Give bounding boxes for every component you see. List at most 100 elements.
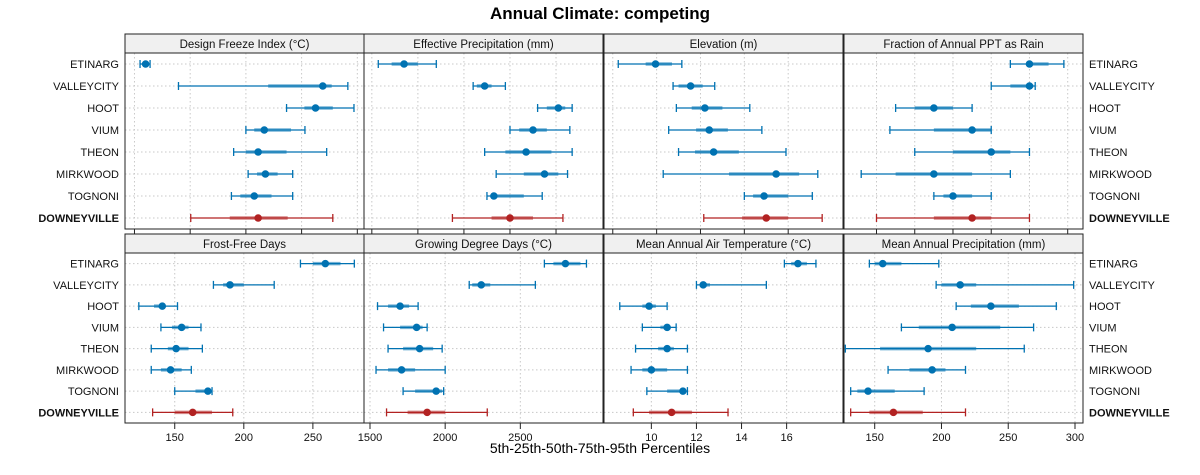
median-point (968, 214, 976, 222)
site-label: HOOT (87, 103, 119, 115)
panel-frame (603, 52, 844, 230)
site-valleycity (177, 82, 349, 90)
median-point (321, 259, 330, 268)
site-vium (900, 323, 1035, 332)
site-valleycity (935, 280, 1075, 289)
x-axis-label: 5th-25th-50th-75th-95th Percentiles (489, 440, 711, 456)
panel-title: Mean Annual Air Temperature (°C) (636, 239, 811, 251)
median-point (679, 387, 687, 395)
x-tick-label: 200 (932, 432, 950, 444)
site-theon (150, 344, 204, 353)
median-point (141, 60, 150, 68)
median-point (663, 323, 671, 332)
median-point (397, 366, 406, 374)
site-label: THEON (1089, 147, 1128, 159)
site-label: ETINARG (70, 259, 119, 271)
median-point (318, 82, 327, 90)
panel-title: Effective Precipitation (mm) (413, 39, 554, 51)
median-point (415, 344, 424, 353)
site-label: TOGNONI (1089, 386, 1140, 398)
site-mirkwood (150, 365, 192, 374)
median-point (928, 366, 936, 374)
site-etinarg (299, 259, 355, 268)
panel-frame (363, 52, 604, 230)
site-downeyville (190, 214, 334, 222)
site-mirkwood (860, 170, 1011, 178)
site-label: ETINARG (70, 59, 119, 71)
site-theon (232, 148, 328, 156)
site-label: HOOT (1089, 301, 1121, 313)
site-label: TOGNONI (68, 191, 119, 203)
median-point (794, 259, 802, 268)
site-label: TOGNONI (1089, 191, 1140, 203)
site-etinarg (868, 259, 940, 268)
median-point (423, 408, 431, 417)
panel-frame (603, 252, 844, 424)
panel-7: Mean Annual Air Temperature (°C) 10 12 14 16 (603, 233, 844, 444)
median-point (948, 323, 956, 332)
median-point (396, 302, 404, 310)
median-point (254, 148, 262, 156)
site-hoot (619, 302, 668, 311)
site-tognoni (486, 192, 543, 200)
median-point (506, 214, 514, 222)
median-point (250, 192, 259, 200)
median-point (878, 259, 887, 268)
median-point (188, 408, 197, 417)
site-label: THEON (81, 147, 120, 159)
median-point (987, 302, 995, 310)
x-tick-label: 2500 (508, 432, 532, 444)
median-point (949, 192, 957, 200)
site-label: MIRKWOOD (1089, 365, 1152, 377)
panel-frame (843, 252, 1084, 424)
median-point (172, 344, 180, 353)
panel-6: Growing Degree Days (°C) 1500 2000 2500 (358, 233, 604, 444)
x-tick-label: 300 (1066, 432, 1084, 444)
median-point (529, 126, 537, 134)
panel-title: Fraction of Annual PPT as Rain (883, 39, 1043, 51)
panel-frame (124, 252, 365, 424)
x-tick-label: 250 (999, 432, 1017, 444)
site-theon (387, 344, 443, 353)
site-label: VIUM (1089, 322, 1117, 334)
site-downeyville (151, 408, 234, 417)
panel-title: Mean Annual Precipitation (mm) (882, 239, 1046, 251)
median-point (204, 387, 212, 395)
site-tognoni (646, 387, 689, 396)
median-point (701, 104, 709, 112)
panel-2: Effective Precipitation (mm)-800-700-600… (361, 33, 604, 250)
site-valleycity (212, 280, 275, 289)
site-theon (634, 344, 689, 353)
site-label: ETINARG (1089, 259, 1138, 271)
median-point (432, 387, 440, 395)
site-hoot (376, 302, 419, 311)
site-etinarg (377, 60, 437, 68)
site-hoot (955, 302, 1057, 311)
median-point (490, 192, 498, 200)
site-label: ETINARG (1089, 59, 1138, 71)
site-label: VALLEYCITY (1089, 81, 1155, 93)
panel-4: Fraction of Annual PPT as Rain8890929496… (843, 33, 1170, 250)
site-label: DOWNEYVILLE (1089, 407, 1170, 419)
site-downeyville (703, 214, 823, 222)
site-label: HOOT (1089, 103, 1121, 115)
x-tick-label: 10 (645, 432, 657, 444)
site-label: VALLEYCITY (1089, 280, 1155, 292)
site-theon (677, 148, 787, 156)
median-point (554, 104, 563, 112)
site-valleycity (472, 82, 507, 90)
site-vium (641, 323, 677, 332)
site-label: VIUM (92, 125, 120, 137)
site-tognoni (933, 192, 992, 200)
site-vium (160, 323, 202, 332)
site-label: TOGNONI (68, 386, 119, 398)
median-point (477, 281, 486, 289)
site-etinarg (543, 259, 588, 268)
median-point (645, 302, 653, 310)
site-hoot (675, 104, 751, 112)
site-downeyville (875, 214, 1031, 222)
median-point (400, 60, 408, 68)
site-label: MIRKWOOD (56, 365, 119, 377)
median-point (686, 82, 695, 90)
site-mirkwood (887, 365, 967, 374)
